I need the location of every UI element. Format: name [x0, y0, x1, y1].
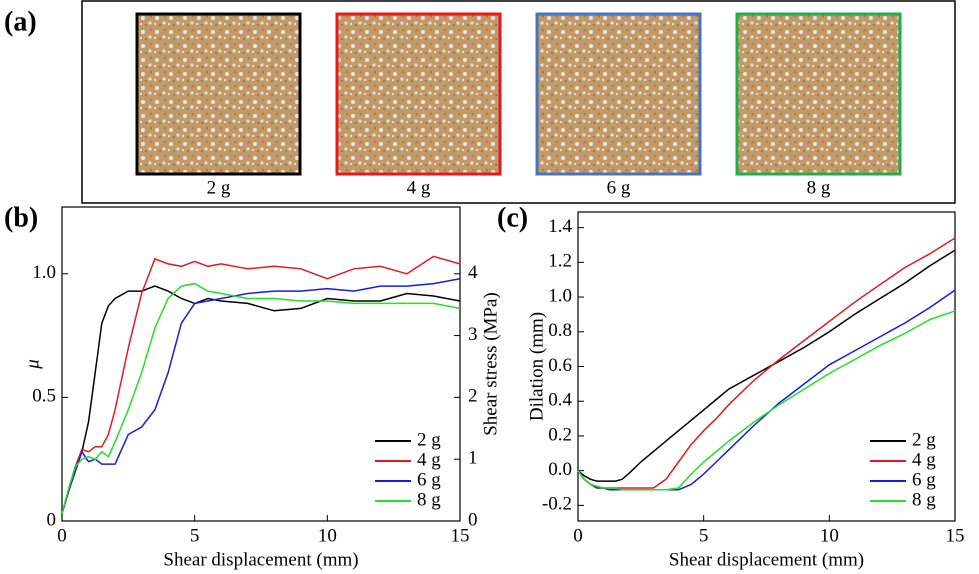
data-line [61, 285, 461, 514]
data-line [577, 237, 956, 489]
x-tick-label: 15 [451, 525, 470, 546]
y-tick-label: 0.2 [548, 424, 572, 445]
y2-axis-label: Shear stress (MPa) [480, 292, 501, 436]
y-tick-label: 1.4 [548, 216, 572, 237]
plot-frame [577, 211, 956, 522]
y2-tick-label: 0 [468, 509, 478, 530]
x-tick-label: 5 [699, 525, 709, 546]
y-tick-label: -0.2 [542, 494, 572, 515]
data-line [61, 282, 461, 514]
y-tick-label: 0.6 [548, 355, 572, 376]
x-tick-label: 0 [57, 525, 67, 546]
y-tick-label: 0.5 [32, 386, 56, 407]
y-tick-label: 0.4 [548, 390, 572, 411]
panel-label: (c) [497, 202, 528, 233]
plot-frame [61, 206, 461, 522]
y2-tick-label: 3 [468, 324, 478, 345]
x-tick-label: 10 [820, 525, 839, 546]
sample-photo [335, 12, 502, 176]
x-tick-label: 0 [573, 525, 583, 546]
sample-photo [535, 12, 702, 176]
data-line [61, 277, 461, 514]
x-tick-label: 5 [190, 525, 200, 546]
photo-caption: 2 g [207, 177, 231, 198]
x-axis-label: Shear displacement (mm) [669, 549, 864, 570]
x-axis-label: Shear displacement (mm) [163, 549, 358, 570]
y-tick-label: 0.0 [548, 459, 572, 480]
legend-label: 4 g [912, 449, 936, 470]
y2-tick-label: 1 [468, 448, 478, 469]
data-line [577, 310, 956, 491]
photo-caption: 6 g [607, 177, 631, 198]
photo-caption: 8 g [807, 177, 831, 198]
data-line [577, 249, 956, 482]
y-tick-label: 0 [47, 509, 57, 530]
legend-label: 2 g [912, 429, 936, 450]
y-tick-label: 1.0 [548, 285, 572, 306]
data-line [577, 289, 956, 491]
data-line [61, 255, 461, 514]
sample-photo [135, 12, 302, 176]
y-tick-label: 1.0 [32, 262, 56, 283]
panel-label: (b) [4, 202, 38, 233]
x-tick-label: 15 [946, 525, 965, 546]
legend-label: 2 g [417, 429, 441, 450]
legend-label: 4 g [417, 449, 441, 470]
y-axis-label: Dilation (mm) [526, 312, 547, 421]
photo-caption: 4 g [407, 177, 431, 198]
panel-a-frame [81, 0, 956, 204]
legend-label: 8 g [912, 489, 936, 510]
sample-photo [735, 12, 902, 176]
y2-tick-label: 4 [468, 262, 478, 283]
x-tick-label: 10 [318, 525, 337, 546]
y2-tick-label: 2 [468, 386, 478, 407]
legend-label: 8 g [417, 489, 441, 510]
y-axis-label: μ [22, 359, 43, 370]
y-tick-label: 1.2 [548, 251, 572, 272]
legend-label: 6 g [417, 469, 441, 490]
panel-label: (a) [4, 6, 37, 37]
legend-label: 6 g [912, 469, 936, 490]
y-tick-label: 0.8 [548, 320, 572, 341]
